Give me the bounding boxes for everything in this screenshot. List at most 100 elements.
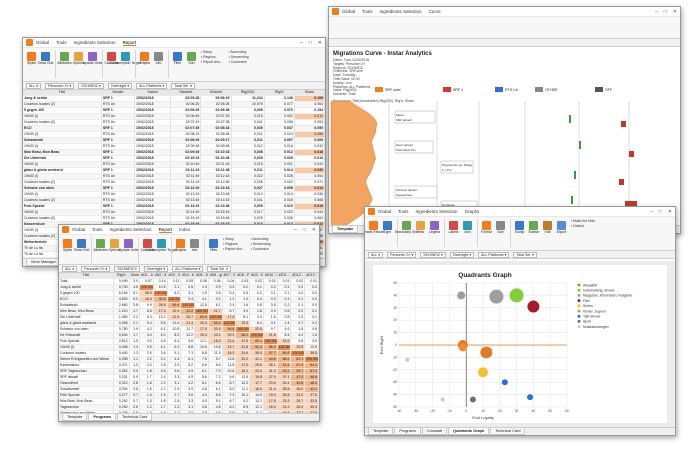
point-musiksendungen[interactable] xyxy=(405,357,410,362)
col-d2-5-g[interactable]: #D2 - 5 g xyxy=(153,273,168,279)
menu-global[interactable]: Global xyxy=(36,39,50,45)
list-item-setup[interactable]: ▪ Setup xyxy=(223,237,235,241)
table-row[interactable]: 5 gegen 100 6,164 8.1 28.0 100.000 6.2 3.1 1.5 0… xyxy=(59,290,319,297)
filter-schweiz[interactable]: SCHWEIZ ▾ xyxy=(114,265,140,272)
sort-button[interactable]: Sort xyxy=(494,219,507,241)
work-manager-tab[interactable]: Work Manager xyxy=(26,259,61,266)
close-icon[interactable]: ✕ xyxy=(317,39,322,46)
col-rtg-000[interactable]: Rtg(000) xyxy=(231,90,265,96)
channel-rts-un[interactable]: RTS Un xyxy=(495,87,518,92)
col-share[interactable]: Share xyxy=(294,90,325,96)
filter-all-platforms[interactable]: ALL Platforms ▾ xyxy=(478,251,510,258)
update-units-button[interactable]: Update Units xyxy=(119,237,138,259)
col-startzeit[interactable]: Startzeit xyxy=(170,90,202,96)
menu-global[interactable]: Global xyxy=(342,9,356,14)
table-row[interactable]: 19h30 (I) RTS Un 15/02/2018 02:08:19 02:08:4… xyxy=(23,131,325,138)
menu-graphs[interactable]: Graphs xyxy=(464,209,480,214)
info-button[interactable]: Info xyxy=(152,50,165,72)
sort-default[interactable]: ▪ Default xyxy=(571,224,584,228)
col-d5-die[interactable]: #D5 - Die xyxy=(194,273,209,279)
menu-tools[interactable]: Tools xyxy=(56,39,67,45)
col-sender[interactable]: Sender xyxy=(101,90,136,96)
tab-technical-card[interactable]: Technical Card xyxy=(117,414,153,421)
sort-descending[interactable]: ▪ Descending xyxy=(250,242,271,246)
sort-ascending[interactable]: ▪ Ascending xyxy=(250,237,269,241)
secondary-grid-button[interactable]: Secondary Grid xyxy=(395,219,418,241)
filter-personen-3[interactable]: Personen 3+ ▾ xyxy=(45,82,75,89)
table-row[interactable]: Tagesschau 0,250 0.6 1.2 1.7 2.3 3.1 3.8 4.8 6.2 8… xyxy=(59,404,319,411)
table-row[interactable]: 19h30 (I) RTS Un 15/02/2018 02:13:19 02:13:4… xyxy=(23,191,325,198)
col-d7-sch[interactable]: #D7 - Sch xyxy=(222,273,237,279)
col-rtg[interactable]: Rtg% xyxy=(264,90,295,96)
table-row[interactable]: Gesundheit 0,310 0.8 1.6 2.2 3.1 4.2 5.1 6.6 8.7 1… xyxy=(59,380,319,387)
table-row[interactable]: Mon Beau, Mon Beau SRF 1 15/02/2018 02:09:4… xyxy=(23,149,325,156)
maximize-icon[interactable]: □ xyxy=(658,208,662,215)
options-button[interactable]: Options xyxy=(72,50,85,72)
channel-srf-1[interactable]: SRF 1 xyxy=(443,87,463,92)
sort-button[interactable]: Sort xyxy=(185,50,198,72)
maximize-icon[interactable]: □ xyxy=(308,39,312,46)
col-titel[interactable]: Titel xyxy=(59,273,115,279)
table-row[interactable]: Schawinski 2,660 3.8 9.9 28.8 59.6 100.000 12.8… xyxy=(59,302,319,309)
col-d1-jung[interactable]: #D1 - Jung xyxy=(139,273,154,279)
point-unterhaltung-shows[interactable] xyxy=(509,288,524,303)
close-icon[interactable]: ✕ xyxy=(667,208,672,215)
menu-report[interactable]: Report xyxy=(158,226,173,233)
col-d13-tag[interactable]: #D13 - Tag xyxy=(304,273,319,279)
menu-global[interactable]: Global xyxy=(378,209,392,214)
sort-customize[interactable]: ▪ Customize xyxy=(228,60,247,64)
labels-button[interactable]: Labels xyxy=(447,219,460,241)
channel-off[interactable]: OFF xyxy=(595,87,612,92)
point-sport[interactable] xyxy=(469,396,476,403)
table-row[interactable]: ECO 4,500 6.0 18.4 40.6 100.000 9.4 4.1 3.2 1.2 1.… xyxy=(59,296,319,303)
toolbar-button[interactable]: Toolbar xyxy=(527,219,540,241)
filter-total-sel[interactable]: Total Sel. ▾ xyxy=(171,82,195,89)
filter-schweiz[interactable]: SCHWEIZ ▾ xyxy=(420,251,446,258)
attributes-button[interactable]: Attributes xyxy=(57,50,72,72)
minimize-icon[interactable]: – xyxy=(654,8,658,15)
tab-programs[interactable]: Programs xyxy=(88,414,117,421)
table-row[interactable]: Mini Beat, Mon Beau 0,262 0.7 1.3 1.8 2.5 3.3 4… xyxy=(59,398,319,405)
tab-template[interactable]: Template xyxy=(332,226,359,233)
menu-tools[interactable]: Tools xyxy=(398,209,409,214)
table-row[interactable]: Kassensturz 0,371 1.0 2.0 2.8 3.9 5.2 6.6 8.6 11.… xyxy=(59,362,319,369)
table-row[interactable]: glanz & gloria weekend SRF 1 15/02/2018 02:… xyxy=(23,167,325,174)
table-row[interactable]: SRF Tagesschau 0,352 0.9 1.8 2.6 3.6 4.9 6.1 7.9… xyxy=(59,368,319,375)
update-units-button[interactable]: Update Units xyxy=(83,50,102,72)
info-button[interactable]: Info xyxy=(188,237,201,259)
filter-total-sel[interactable]: Total Sel. ▾ xyxy=(513,251,537,258)
table-row[interactable]: Schweiz von oben SRF 1 15/02/2018 02:12:49 0… xyxy=(23,185,325,192)
table-row[interactable]: Mon Beau, Mon Beau 1,210 2.7 8.8 17.3 22.9 41.… xyxy=(59,308,319,315)
table-row[interactable]: ECO SRF 1 15/02/2018 02:07:39 02:08:18 0,035 0… xyxy=(23,125,325,132)
sort-make-the-hide[interactable]: ▪ Make the Hide xyxy=(571,219,596,223)
filter-personen-3[interactable]: Personen 3+ ▾ xyxy=(387,251,417,258)
filter-button[interactable]: Filter xyxy=(171,50,184,72)
menu-global[interactable]: Global xyxy=(72,226,86,232)
table-row[interactable]: Schawinski SRF 1 15/02/2018 02:08:49 02:09:1… xyxy=(23,137,325,144)
graphs-button[interactable]: Graphs xyxy=(138,50,151,72)
table-row[interactable]: Die Unterhalt 1,080 2.2 6.3 13.2 21.5 25.7 60.6… xyxy=(59,314,319,321)
filter-all-platforms[interactable]: ALL Platforms ▾ xyxy=(136,82,168,89)
tab-programs[interactable]: Programs xyxy=(394,428,421,435)
list-item-regions[interactable]: ▪ Regions xyxy=(201,55,216,59)
col-d9-kas[interactable]: #D9 - Kas xyxy=(249,273,264,279)
menu-ingredients-selection[interactable]: Ingredients Selection xyxy=(379,9,422,14)
col-d4-mon[interactable]: #D4 - Mon xyxy=(180,273,196,279)
table-row[interactable]: Jung & schön 0,790 4.5 100.000 10.5 2.1 0.5 1.4… xyxy=(59,284,319,291)
table-row[interactable]: 19h30 (I) RTS Un 15/02/2018 02:06:49 02:07:1… xyxy=(23,113,325,120)
table-row[interactable]: glanz & gloria weekend 0,996 2.1 5.4 8.8 12.6… xyxy=(59,320,319,327)
list-item-report-dim[interactable]: ▪ Report dim... xyxy=(201,60,223,64)
tooltip-button[interactable]: Tooltip xyxy=(513,219,526,241)
point-talk-shows[interactable] xyxy=(527,394,534,401)
tab-template[interactable]: Template xyxy=(62,414,88,421)
table-row[interactable]: Couleurs locales (2) RTS Un 15/02/2018 02:0… xyxy=(23,101,325,108)
table-row[interactable]: Total 9,499 3.0 0.87 0.14 0.11 0.05 0.08 0.06 0.0… xyxy=(59,278,319,285)
consumption-target-button[interactable]: Consumption Target xyxy=(110,50,141,72)
minimize-icon[interactable]: – xyxy=(299,39,303,46)
program-box[interactable] xyxy=(440,160,474,174)
axis-button[interactable]: Axis xyxy=(461,219,474,241)
menu-ingredients-selection[interactable]: Ingredients Selection xyxy=(415,209,458,214)
table-row[interactable]: 19h30 (I) RTS Un 15/02/2018 02:10:49 02:11:1… xyxy=(23,161,325,168)
